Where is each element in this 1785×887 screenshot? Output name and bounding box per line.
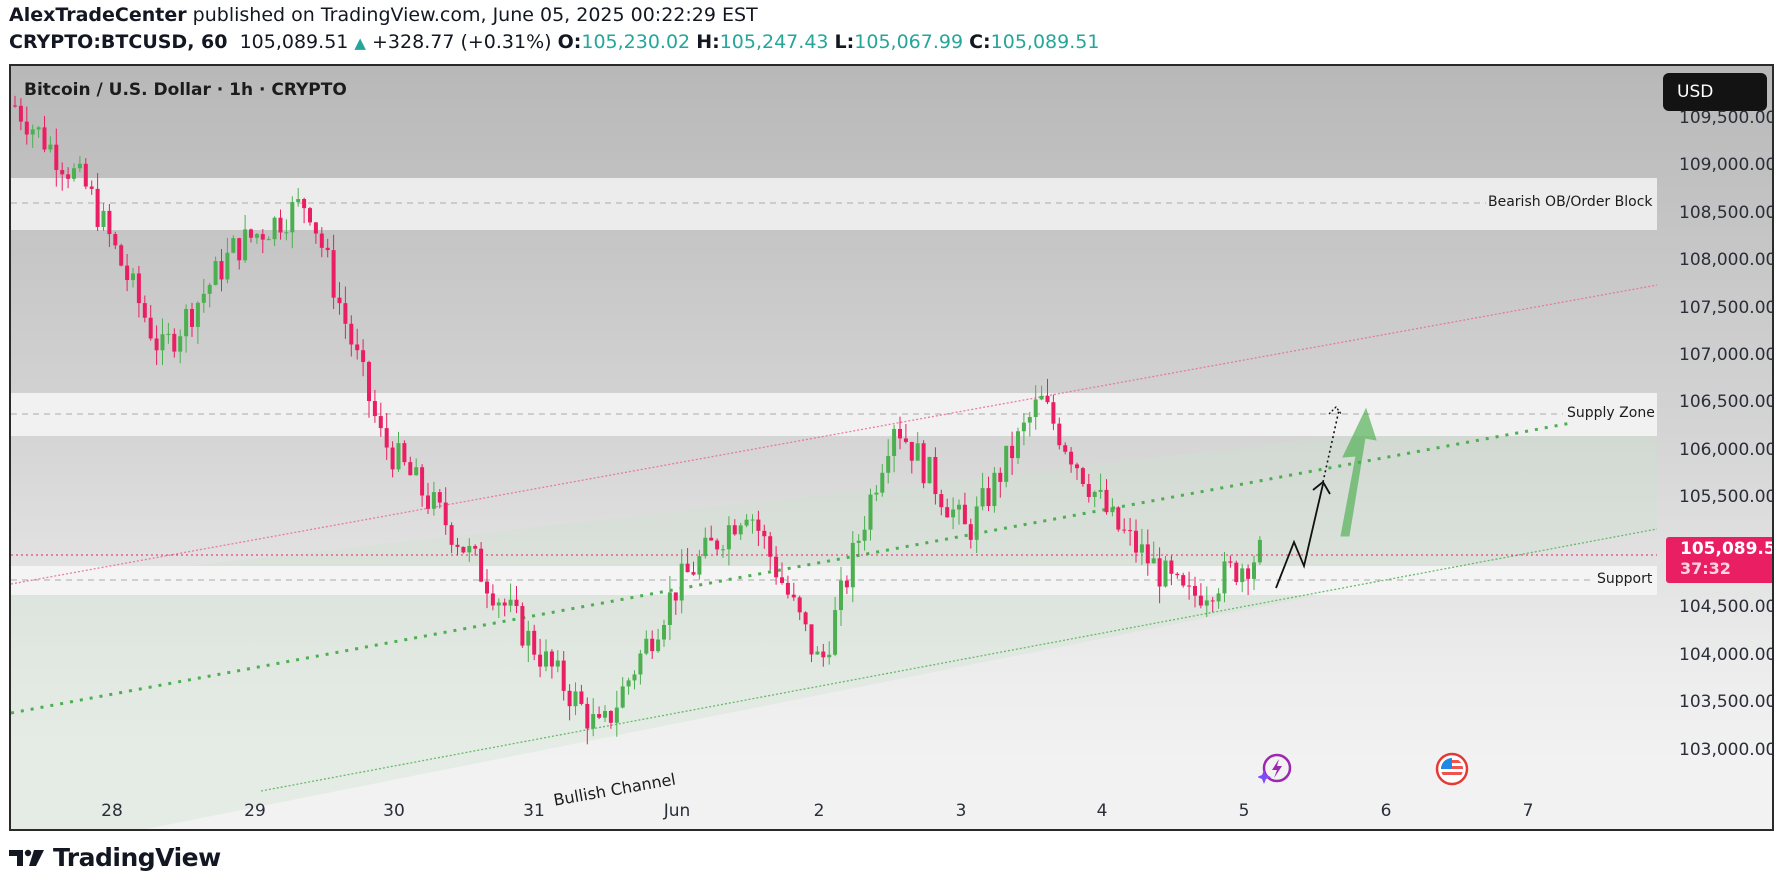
- price-tick: 103,000.00: [1679, 740, 1774, 760]
- chart-title: Bitcoin / U.S. Dollar · 1h · CRYPTO: [24, 80, 347, 100]
- lightning-event-icon[interactable]: [1257, 752, 1292, 786]
- time-tick: 31: [523, 801, 545, 821]
- bar-countdown: 37:32: [1680, 559, 1731, 578]
- time-tick: 6: [1380, 801, 1392, 821]
- time-tick: 4: [1096, 801, 1108, 821]
- time-tick: 7: [1522, 801, 1534, 821]
- up-triangle-icon: ▲: [354, 34, 366, 52]
- channel-lower-line: [260, 528, 1658, 792]
- time-tick: 28: [101, 801, 123, 821]
- price-tick: 109,500.00: [1679, 108, 1774, 128]
- chart-frame[interactable]: Bitcoin / U.S. Dollar · 1h · CRYPTO USD …: [9, 64, 1774, 831]
- green-target-arrow: [1340, 407, 1377, 537]
- supply-zone-label: Supply Zone: [1567, 405, 1655, 421]
- low-label: L:: [834, 31, 855, 53]
- currency-button[interactable]: USD: [1663, 73, 1767, 111]
- price-tick: 103,500.00: [1679, 692, 1774, 712]
- last-price-value: 105,089.51: [1680, 539, 1772, 559]
- price-tick: 108,000.00: [1679, 250, 1774, 270]
- high-label: H:: [696, 31, 720, 53]
- tradingview-logo[interactable]: TradingView: [9, 843, 221, 872]
- open-label: O:: [557, 31, 582, 53]
- us-flag-event-icon[interactable]: [1435, 752, 1469, 786]
- candles: [13, 95, 1262, 745]
- low-value: 105,067.99: [854, 31, 964, 53]
- time-tick: 30: [383, 801, 405, 821]
- time-tick: 29: [244, 801, 266, 821]
- price-tick: 104,500.00: [1679, 597, 1774, 617]
- price-tick: 107,000.00: [1679, 345, 1774, 365]
- time-tick: 5: [1238, 801, 1250, 821]
- close-value: 105,089.51: [990, 31, 1100, 53]
- change-value: +328.77 (+0.31%): [372, 31, 552, 53]
- last-value: 105,089.51: [239, 31, 349, 53]
- price-tick: 104,000.00: [1679, 645, 1774, 665]
- ohlc-bar: CRYPTO:BTCUSD, 60 105,089.51 ▲ +328.77 (…: [9, 31, 1099, 53]
- author-name: AlexTradeCenter: [9, 4, 187, 26]
- time-tick: Jun: [663, 801, 691, 821]
- projection-zigzag: [1275, 483, 1324, 589]
- price-tick: 109,000.00: [1679, 155, 1774, 175]
- close-label: C:: [969, 31, 991, 53]
- last-price-tag: 105,089.51 37:32: [1666, 537, 1772, 583]
- publish-info: AlexTradeCenter published on TradingView…: [9, 4, 758, 26]
- bearish-ob-label: Bearish OB/Order Block: [1488, 194, 1653, 210]
- tradingview-logo-icon: [9, 849, 44, 866]
- symbol-label: CRYPTO:BTCUSD, 60: [9, 31, 228, 53]
- brand-name: TradingView: [53, 843, 221, 872]
- channel-upper-line: [11, 284, 1658, 585]
- supply-zone: [11, 393, 1657, 436]
- price-tick: 106,500.00: [1679, 392, 1774, 412]
- price-tick: 105,500.00: [1679, 487, 1774, 507]
- bearish-ob-zone: [11, 178, 1657, 230]
- chart-canvas[interactable]: [11, 66, 1774, 831]
- price-tick: 107,500.00: [1679, 298, 1774, 318]
- open-value: 105,230.02: [581, 31, 691, 53]
- high-value: 105,247.43: [719, 31, 829, 53]
- publish-text: published on TradingView.com, June 05, 2…: [192, 4, 758, 26]
- support-label: Support: [1597, 571, 1653, 587]
- time-tick: 2: [813, 801, 825, 821]
- price-tick: 108,500.00: [1679, 203, 1774, 223]
- channel-mid-dotted-line: [11, 421, 1572, 715]
- price-tick: 106,000.00: [1679, 440, 1774, 460]
- time-tick: 3: [955, 801, 967, 821]
